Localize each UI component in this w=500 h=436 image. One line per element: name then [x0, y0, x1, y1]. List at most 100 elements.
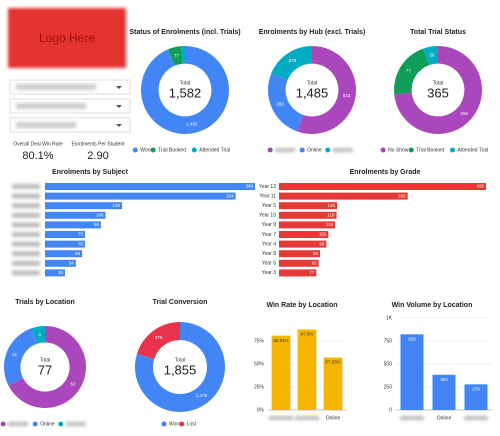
bar [45, 250, 83, 258]
bar [279, 259, 319, 267]
data-label: 21 [12, 352, 18, 357]
legend-swatch [58, 421, 64, 427]
total-caption: Total [307, 80, 318, 86]
donut-segment [271, 46, 312, 80]
legend-swatch [450, 147, 455, 153]
bar [279, 250, 321, 258]
data-label: 65 [75, 251, 81, 256]
y-tick-label: Year 12 [259, 184, 276, 190]
y-tick-label: 0 [389, 407, 392, 413]
data-label: 1,479 [196, 393, 208, 398]
total-value: 1,485 [296, 85, 329, 100]
data-label: 54 [69, 260, 75, 265]
y-tick-label: 1K [386, 315, 393, 321]
data-label: 383 [440, 377, 448, 382]
blurred-label [400, 416, 424, 420]
data-label: 98 [94, 222, 100, 227]
y-tick-label: Year 5 [262, 203, 276, 209]
data-label: 120 [328, 203, 336, 208]
donut-segment [8, 326, 86, 408]
dropdown-arrow [116, 124, 122, 127]
y-tick-label: Year 7 [262, 232, 276, 238]
x-tick-label: Online [437, 415, 452, 421]
blurred-label [12, 222, 40, 228]
bar [45, 192, 236, 200]
legend-swatch [408, 147, 414, 153]
blurred-label [12, 241, 40, 247]
x-tick-label: Online [326, 415, 341, 421]
y-tick-label: Year 3 [262, 270, 276, 276]
legend-label: Won [169, 421, 179, 427]
data-label: 102 [319, 232, 327, 237]
bar [279, 183, 486, 190]
data-label: 823 [408, 336, 416, 341]
donut-segment [31, 325, 45, 344]
donut-segment [423, 46, 438, 66]
blurred-label [295, 416, 319, 420]
chart-title: Trials by Location [15, 299, 75, 306]
data-label: 80.81% [273, 338, 288, 343]
chart-title: Enrolments by Hub (excl. Trials) [259, 29, 366, 36]
y-tick-label: 250 [384, 384, 393, 390]
legend-label: Online [40, 421, 55, 427]
data-label: 106 [96, 212, 104, 217]
legend-swatch [150, 147, 156, 153]
y-tick-label: Year 9 [262, 222, 276, 228]
bar [45, 202, 123, 210]
dropdown-arrow [116, 105, 122, 108]
data-label: 334 [226, 193, 234, 198]
y-tick-label: 0% [257, 407, 265, 413]
data-label: 35 [58, 270, 64, 275]
legend-label: Trial Booked [416, 147, 444, 153]
donut-segment [297, 46, 357, 134]
blurred-label [8, 422, 29, 426]
legend-label: Won [140, 147, 150, 153]
y-tick-label: 500 [384, 361, 393, 367]
bar [279, 192, 408, 200]
legend-swatch [132, 147, 138, 153]
bar [271, 335, 291, 410]
logo-box [8, 8, 126, 68]
data-label: 82 [312, 260, 318, 265]
data-label: 52 [70, 381, 76, 386]
total-caption: Total [180, 80, 191, 86]
blurred-label [332, 148, 353, 152]
blurred-label [12, 184, 40, 189]
bar [45, 211, 106, 219]
legend-label: Lost [187, 421, 197, 427]
legend-label: Attended Trial [458, 147, 489, 153]
bar [297, 329, 317, 410]
data-label: 1,482 [186, 122, 198, 127]
total-value: 1,855 [164, 362, 197, 377]
bar [45, 183, 255, 190]
donut-segment [134, 322, 225, 412]
chart-title: Status of Enrolments (incl. Trials) [129, 29, 240, 36]
blurred-label [275, 148, 296, 152]
donut-segment [180, 45, 185, 64]
chart-title: Enrolments by Grade [350, 169, 421, 176]
data-label: 77 [406, 68, 412, 73]
total-caption: Total [433, 80, 444, 86]
chart-title: Total Trial Status [410, 29, 466, 36]
y-tick-label: Year 4 [262, 241, 276, 247]
blurred-label [464, 416, 488, 420]
total-value: 77 [38, 362, 52, 377]
bar [400, 334, 424, 410]
blurred-label [12, 260, 40, 266]
bar [45, 231, 85, 238]
legend-label: Online [307, 147, 322, 153]
blurred-label [12, 193, 40, 199]
blurred-label [12, 251, 40, 257]
donut-segment [167, 46, 183, 66]
legend-swatch [191, 147, 197, 153]
chart-title: Enrolments by Subject [52, 169, 129, 176]
kpi-value: 2.90 [87, 150, 108, 162]
total-value: 365 [427, 85, 449, 100]
legend-label: Attended Trial [199, 147, 230, 153]
donut-segment [3, 328, 38, 386]
legend-label: No Show [388, 147, 409, 153]
bar [279, 240, 327, 248]
data-label: 98 [319, 241, 325, 246]
dropdown-arrow [116, 86, 122, 89]
y-tick-label: Year 11 [259, 193, 276, 199]
